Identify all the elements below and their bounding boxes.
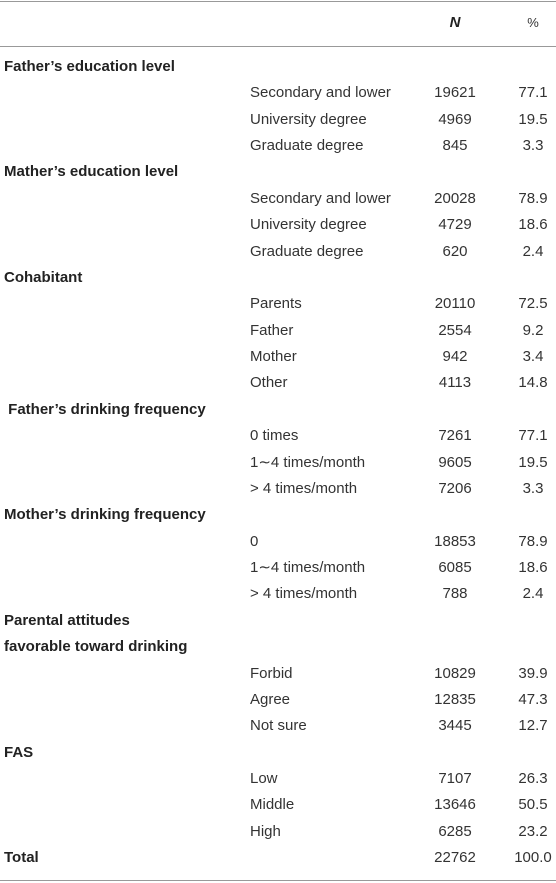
row-n: 942 — [442, 348, 468, 366]
row-n: 12835 — [434, 690, 476, 708]
row-pct: 23.2 — [518, 822, 548, 840]
group-label: Father’s education level — [4, 58, 175, 75]
group-label: Cohabitant — [4, 268, 83, 286]
row-pct: 19.5 — [518, 110, 548, 128]
row-label: 1∼4 times/month — [250, 453, 366, 471]
row-n: 7206 — [438, 479, 472, 497]
row-n: 4729 — [438, 216, 472, 234]
row-label: University degree — [250, 216, 367, 234]
row-pct: 14.8 — [518, 374, 548, 392]
row-label: Agree — [250, 690, 291, 708]
row-label: > 4 times/month — [250, 479, 358, 497]
row-pct: 39.9 — [518, 664, 548, 682]
group-label: Mother’s drinking frequency — [4, 506, 206, 524]
row-n: 3445 — [438, 717, 472, 735]
row-n: 20028 — [434, 189, 476, 207]
total-pct: 100.0 — [514, 849, 552, 867]
row-pct: 47.3 — [518, 690, 548, 708]
row-pct: 2.4 — [522, 585, 544, 603]
group-label: FAS — [4, 743, 34, 761]
row-n: 18853 — [434, 532, 476, 550]
row-label: High — [250, 822, 281, 840]
header-n: N — [449, 14, 461, 31]
row-label: Father — [250, 321, 294, 339]
bottom-rule — [0, 880, 556, 881]
row-pct: 2.4 — [522, 242, 544, 260]
row-pct: 77.1 — [518, 427, 548, 445]
row-n: 13646 — [434, 796, 476, 814]
group-label: Father’s drinking frequency — [4, 400, 206, 418]
row-pct: 78.9 — [518, 189, 548, 207]
row-n: 6285 — [438, 822, 472, 840]
row-n: 9605 — [438, 453, 472, 471]
group-label: Mather’s education level — [4, 163, 179, 181]
row-label: 0 — [250, 532, 259, 550]
header-rule — [0, 46, 556, 47]
row-n: 4969 — [438, 110, 472, 128]
row-n: 20110 — [434, 295, 476, 313]
row-label: > 4 times/month — [250, 585, 358, 603]
row-pct: 77.1 — [518, 84, 548, 102]
row-n: 10829 — [434, 664, 476, 682]
row-pct: 3.4 — [522, 348, 544, 366]
total-label: Total — [4, 849, 39, 867]
group-label: favorable toward drinking — [4, 638, 188, 656]
row-pct: 26.3 — [518, 769, 548, 787]
row-pct: 19.5 — [518, 453, 548, 471]
row-pct: 78.9 — [518, 532, 548, 550]
row-label: Mother — [250, 348, 297, 366]
row-pct: 12.7 — [518, 717, 548, 735]
row-n: 6085 — [438, 559, 472, 577]
row-label: 0 times — [250, 427, 299, 445]
header-pct: % — [527, 15, 539, 30]
row-pct: 18.6 — [518, 216, 548, 234]
row-label: Middle — [250, 796, 295, 814]
row-label: Secondary and lower — [250, 189, 391, 207]
row-label: Forbid — [250, 664, 293, 682]
total-n: 22762 — [434, 849, 476, 867]
row-pct: 3.3 — [522, 479, 544, 497]
row-pct: 18.6 — [518, 559, 548, 577]
row-label: Other — [250, 374, 288, 392]
row-label: University degree — [250, 110, 367, 128]
row-n: 845 — [442, 137, 468, 155]
row-pct: 9.2 — [522, 321, 544, 339]
row-n: 4113 — [438, 374, 472, 392]
row-label: Secondary and lower — [250, 84, 391, 102]
row-n: 7261 — [438, 427, 472, 445]
row-label: Parents — [250, 295, 302, 313]
row-pct: 3.3 — [522, 137, 544, 155]
row-n: 7107 — [438, 769, 472, 787]
row-label: Low — [250, 769, 278, 787]
top-rule — [0, 1, 556, 2]
row-n: 788 — [442, 585, 468, 603]
row-n: 19621 — [434, 84, 476, 102]
row-label: Graduate degree — [250, 137, 364, 155]
row-label: Not sure — [250, 717, 307, 735]
row-n: 620 — [442, 242, 468, 260]
row-label: Graduate degree — [250, 242, 364, 260]
row-label: 1∼4 times/month — [250, 559, 366, 577]
row-pct: 50.5 — [518, 796, 548, 814]
group-label: Parental attitudes — [4, 611, 130, 629]
row-n: 2554 — [438, 321, 472, 339]
row-pct: 72.5 — [518, 295, 548, 313]
